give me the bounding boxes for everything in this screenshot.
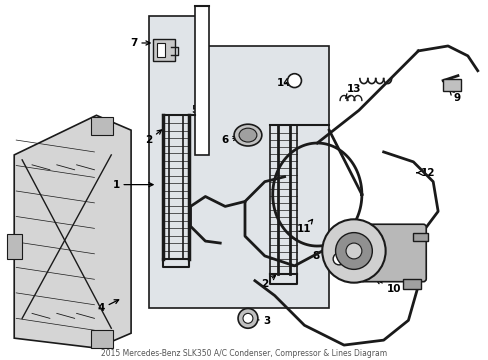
Circle shape [335,233,371,269]
Text: 2: 2 [261,275,275,289]
Bar [153,39,174,61]
Text: 2: 2 [145,130,161,145]
Ellipse shape [234,124,261,146]
Text: 4: 4 [98,300,119,314]
Bar [157,43,164,57]
FancyBboxPatch shape [360,224,426,282]
Text: 10: 10 [375,280,400,294]
Text: 12: 12 [416,168,435,178]
Text: 14: 14 [277,78,291,87]
Circle shape [322,219,385,283]
Text: 11: 11 [297,220,312,234]
Polygon shape [14,115,131,348]
Text: 9: 9 [448,90,460,103]
Text: 8: 8 [312,251,328,261]
Bar [91,117,113,135]
Bar [195,6,209,155]
Circle shape [346,243,361,259]
Circle shape [287,74,301,87]
Bar [442,78,460,90]
Text: 13: 13 [345,84,361,98]
Bar [91,330,113,348]
Circle shape [332,253,345,265]
Text: 1: 1 [112,180,153,190]
Circle shape [243,314,252,323]
Text: 6: 6 [221,135,237,145]
Polygon shape [149,16,328,309]
Ellipse shape [239,128,256,142]
Bar [403,279,421,289]
Text: 5: 5 [190,105,202,118]
Bar [7,234,22,259]
Circle shape [238,309,257,328]
Text: 7: 7 [130,38,150,48]
Text: 3: 3 [252,316,270,326]
Bar [412,233,427,241]
Text: 2015 Mercedes-Benz SLK350 A/C Condenser, Compressor & Lines Diagram: 2015 Mercedes-Benz SLK350 A/C Condenser,… [101,348,387,357]
